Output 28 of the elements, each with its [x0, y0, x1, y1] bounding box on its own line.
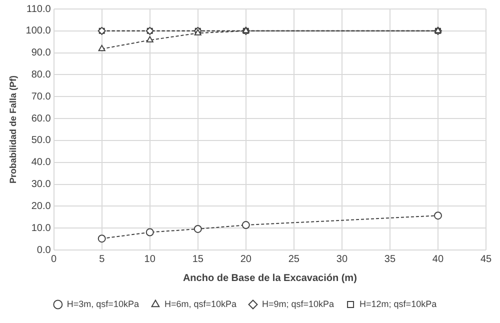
y-tick-label: 30.0: [31, 179, 52, 190]
y-tick-label: 0.0: [36, 244, 52, 256]
x-tick-label: 15: [192, 254, 204, 265]
x-tick-label: 35: [384, 254, 396, 265]
x-tick-label: 20: [240, 254, 252, 265]
x-tick-label: 30: [336, 254, 348, 265]
legend-label: H=6m, qsf=10kPa: [164, 298, 237, 309]
y-tick-label: 70.0: [31, 91, 52, 102]
y-tick-label: 20.0: [31, 200, 52, 212]
legend-label: H=3m, qsf=10kPa: [66, 298, 139, 309]
legend-label: H=9m; qsf=10kPa: [262, 298, 334, 309]
y-tick-label: 50.0: [31, 135, 52, 146]
x-tick-label: 5: [99, 254, 106, 265]
y-tick-label: 60.0: [31, 113, 52, 124]
x-tick-label: 10: [144, 254, 156, 265]
y-tick-label: 80.0: [31, 69, 52, 80]
y-tick-label: 10.0: [31, 222, 52, 234]
y-axis-title: Probabilidad de Falla (Pf): [8, 75, 18, 184]
y-tick-label: 100.0: [26, 26, 52, 37]
x-tick-label: 45: [480, 254, 492, 265]
y-tick-label: 40.0: [31, 157, 52, 168]
x-tick-label: 25: [288, 254, 300, 265]
y-tick-label: 110.0: [26, 4, 52, 15]
x-axis-title: Ancho de Base de la Excavación (m): [182, 272, 357, 284]
x-tick-label: 0: [51, 254, 58, 265]
legend-label: H=12m; qsf=10kPa: [360, 298, 437, 309]
y-tick-label: 90.0: [31, 48, 52, 59]
x-tick-label: 40: [432, 254, 444, 265]
